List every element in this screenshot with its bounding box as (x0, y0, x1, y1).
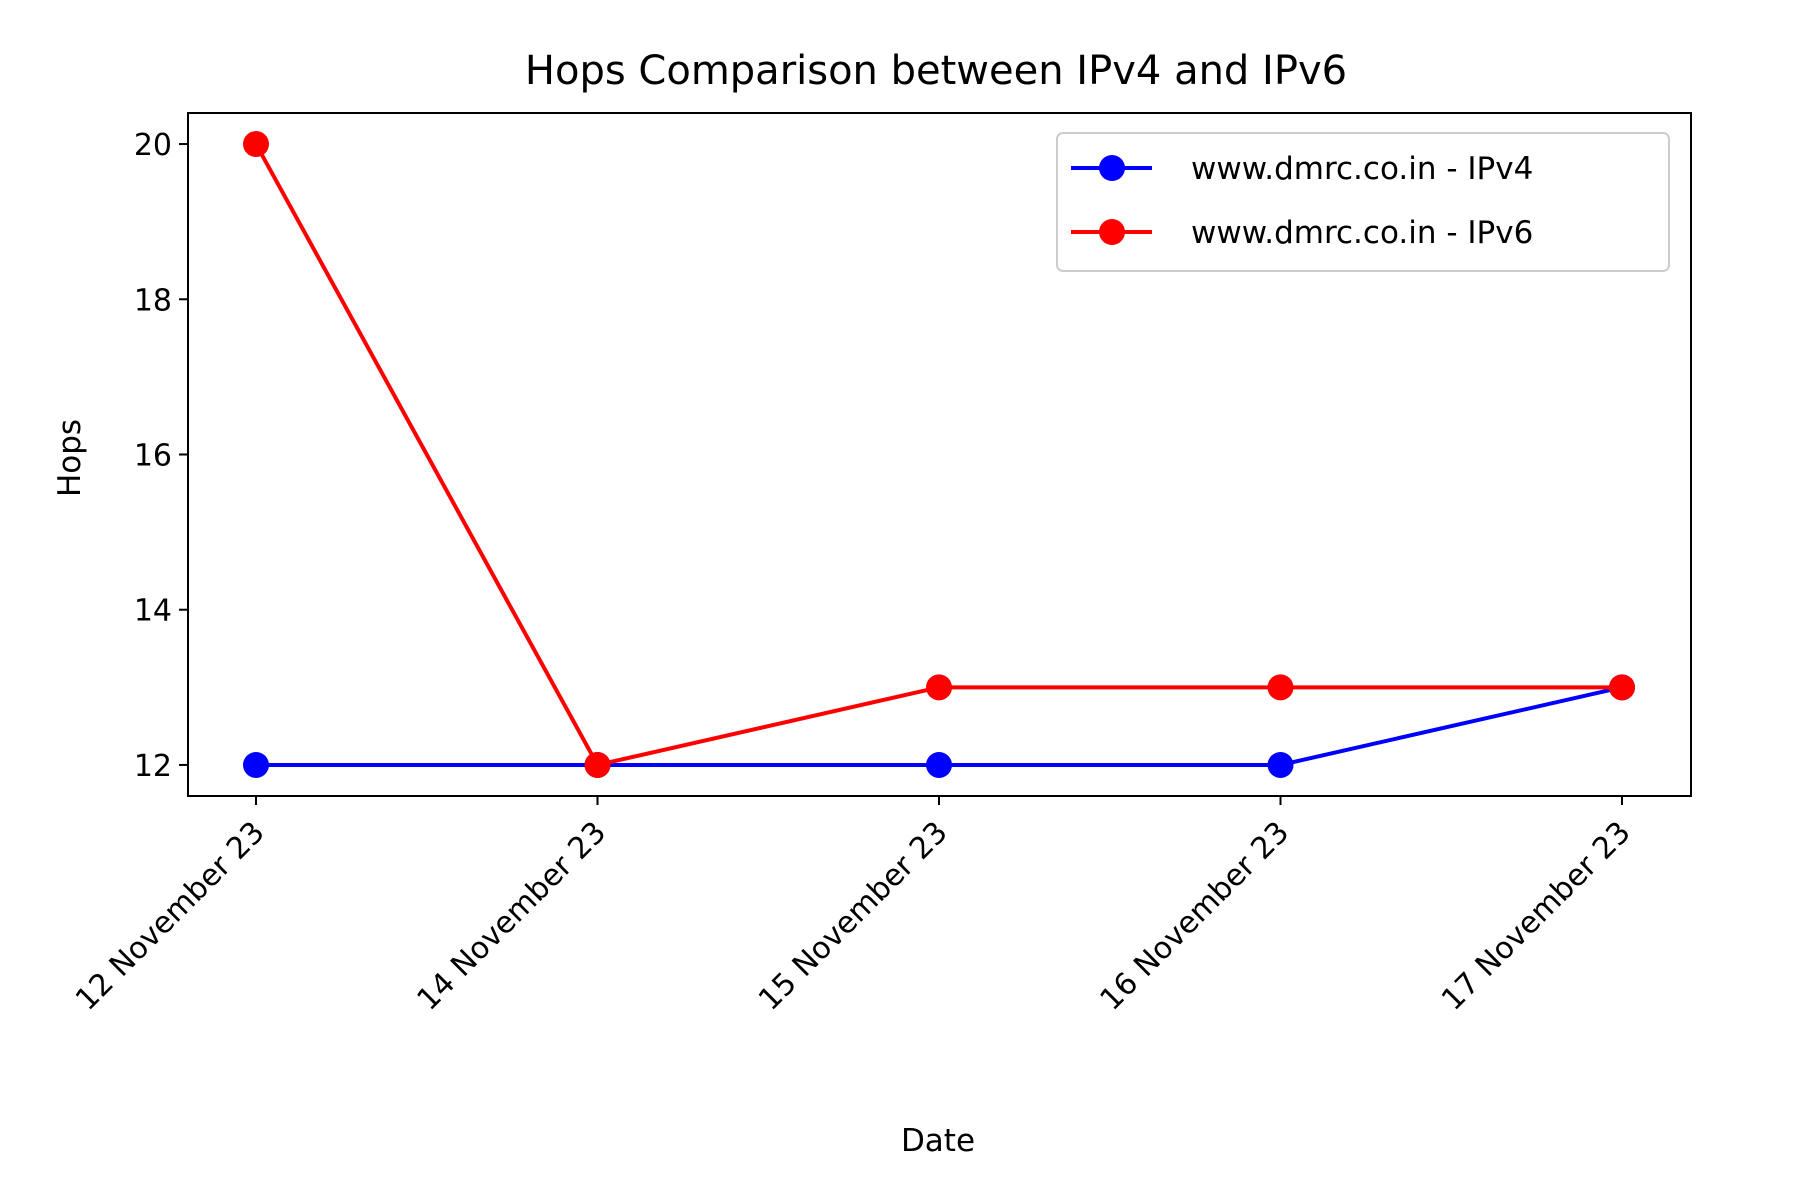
y-tick-label: 20 (134, 128, 172, 163)
data-point-ipv4 (243, 751, 269, 778)
x-tick-label: 12 November 23 (69, 815, 272, 1018)
legend-marker-ipv6 (1099, 219, 1125, 245)
legend-label-ipv4: www.dmrc.co.in - IPv4 (1191, 151, 1533, 187)
legend-box (1056, 132, 1670, 272)
x-tick-label: 16 November 23 (1094, 815, 1297, 1018)
y-axis: 12 14 16 18 20 (134, 128, 188, 784)
x-axis: 12 November 23 14 November 23 15 November … (69, 796, 1638, 1017)
data-point-ipv6 (926, 674, 952, 701)
x-axis-label: Date (901, 1123, 975, 1159)
data-point-ipv4 (926, 751, 952, 778)
data-point-ipv6 (1267, 674, 1294, 701)
y-tick-label: 12 (134, 749, 172, 784)
data-point-ipv6 (584, 751, 611, 778)
y-axis-label: Hops (52, 419, 88, 497)
x-tick-label: 14 November 23 (411, 815, 614, 1018)
legend: www.dmrc.co.in - IPv4 www.dmrc.co.in - I… (1056, 132, 1670, 272)
legend-label-ipv6: www.dmrc.co.in - IPv6 (1191, 215, 1533, 251)
y-tick-label: 14 (134, 594, 172, 629)
data-point-ipv4 (1267, 751, 1294, 778)
x-tick-label: 15 November 23 (752, 815, 955, 1018)
data-point-ipv6 (243, 131, 269, 158)
y-tick-label: 18 (134, 283, 172, 318)
x-tick-label: 17 November 23 (1435, 815, 1638, 1018)
y-tick-label: 16 (134, 439, 172, 474)
series-layer (243, 131, 1635, 778)
legend-marker-ipv4 (1099, 155, 1125, 181)
chart-title: Hops Comparison between IPv4 and IPv6 (525, 48, 1347, 94)
data-point-ipv6 (1609, 674, 1635, 701)
